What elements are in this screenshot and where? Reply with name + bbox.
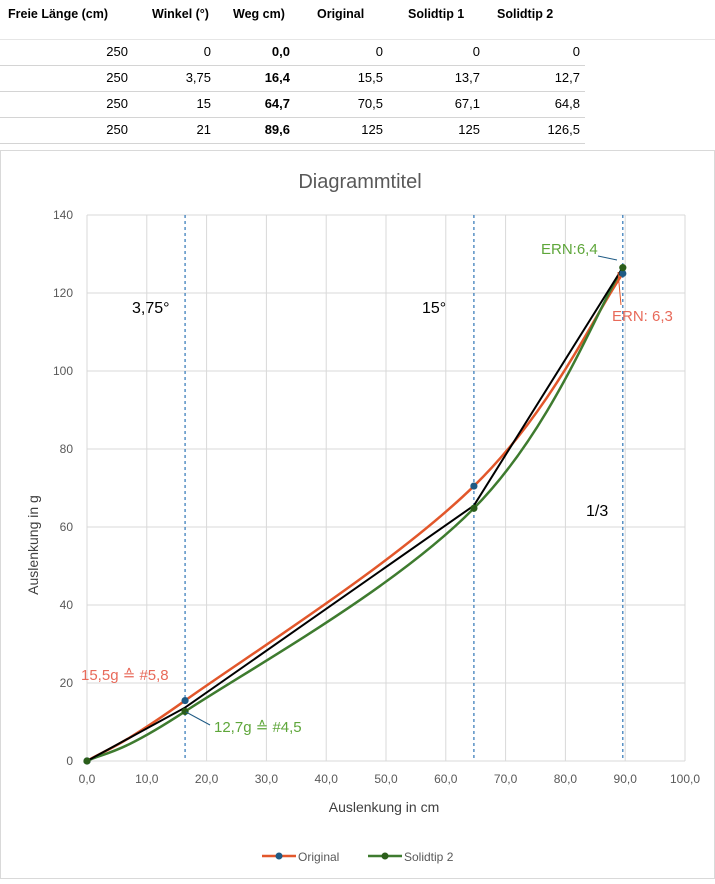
table-cell: 250 <box>106 44 128 59</box>
x-tick-label: 20,0 <box>195 772 219 786</box>
table-cell: 250 <box>106 96 128 111</box>
markers <box>83 264 627 765</box>
series-line-connector <box>86 267 624 762</box>
data-point <box>470 504 478 512</box>
annotation-solidtip-last: ERN:6,4 <box>541 241 598 258</box>
table-cell: 13,7 <box>454 70 480 85</box>
legend-marker-original <box>275 852 283 860</box>
table-cell: 64,7 <box>264 96 290 111</box>
table-cell: 0 <box>472 44 480 59</box>
y-tick-label: 0 <box>66 754 73 768</box>
annotations: 3,75° 15° 1/3 15,5g ≙ #5,8 12,7g ≙ #4,5 … <box>81 241 673 736</box>
y-tick-label: 80 <box>60 442 74 456</box>
x-tick-label: 30,0 <box>255 772 279 786</box>
x-tick-label: 70,0 <box>494 772 518 786</box>
x-tick-label: 90,0 <box>614 772 638 786</box>
row-divider <box>0 39 715 40</box>
x-axis-label: Auslenkung in cm <box>329 799 440 815</box>
header-original: Original <box>317 7 365 21</box>
data-point <box>619 264 627 272</box>
table-cell: 15 <box>196 96 211 111</box>
table-cell: 125 <box>458 122 480 137</box>
table-cell: 21 <box>196 122 211 137</box>
data-point <box>181 696 189 705</box>
y-tick-label: 60 <box>60 520 74 534</box>
table-cell: 67,1 <box>454 96 480 111</box>
row-divider <box>0 65 585 66</box>
table-cell: 0,0 <box>271 44 290 59</box>
legend-marker-solidtip-2 <box>381 852 389 860</box>
legend-label-solidtip-2: Solidtip 2 <box>404 850 454 864</box>
y-tick-label: 100 <box>53 364 73 378</box>
row-divider <box>0 91 585 92</box>
table-cell: 0 <box>203 44 211 59</box>
table-cell: 125 <box>361 122 383 137</box>
y-tick-label: 40 <box>60 598 74 612</box>
annotation-leader-orig-last <box>617 271 622 306</box>
chart-frame <box>0 150 715 879</box>
data-point <box>470 482 478 490</box>
grid <box>86 214 686 762</box>
chart-area: Diagrammtitel 0,0 10,0 20,0 30,0 40,0 50,0 60,… <box>0 150 715 879</box>
annotation-leader-solid-last <box>597 255 618 261</box>
header-freie-laenge: Freie Länge (cm) <box>8 7 109 21</box>
axes: 0,0 10,0 20,0 30,0 40,0 50,0 60,0 70,0 80,0 90,0 1… <box>53 208 700 786</box>
y-tick-label: 140 <box>53 208 73 222</box>
header-solidtip-2: Solidtip 2 <box>497 7 554 21</box>
x-tick-label: 10,0 <box>135 772 159 786</box>
x-tick-label: 100,0 <box>670 772 700 786</box>
row-divider <box>0 143 585 144</box>
table-cell: 3,75 <box>185 70 211 85</box>
legend: Original Solidtip 2 <box>262 850 454 864</box>
table-cell: 12,7 <box>554 70 580 85</box>
table-cell: 126,5 <box>547 122 580 137</box>
header-weg: Weg cm) <box>233 7 285 21</box>
x-tick-label: 80,0 <box>554 772 578 786</box>
table-cell: 250 <box>106 70 128 85</box>
annotation-leader-solid-first <box>185 711 211 726</box>
annotation-angle-1: 3,75° <box>132 300 170 317</box>
table-cell: 0 <box>572 44 580 59</box>
series <box>86 266 624 763</box>
header-solidtip-1: Solidtip 1 <box>408 7 465 21</box>
y-tick-label: 20 <box>60 676 74 690</box>
chart: Diagrammtitel 0,0 10,0 20,0 30,0 40,0 50,0 60,… <box>0 150 715 879</box>
table-cell: 15,5 <box>357 70 383 85</box>
data-point <box>181 707 189 716</box>
table-cell: 16,4 <box>264 70 290 85</box>
legend-label-original: Original <box>298 850 339 864</box>
table-cell: 64,8 <box>554 96 580 111</box>
y-tick-label: 120 <box>53 286 73 300</box>
annotation-solidtip-first: 12,7g ≙ #4,5 <box>214 719 302 736</box>
x-tick-label: 50,0 <box>374 772 398 786</box>
data-point <box>619 269 627 278</box>
table-cell: 250 <box>106 122 128 137</box>
row-divider <box>0 117 585 118</box>
y-axis-label: Auslenkung in g <box>25 495 41 595</box>
table-cell: 89,6 <box>264 122 290 137</box>
chart-title: Diagrammtitel <box>298 171 421 193</box>
data-table: Freie Länge (cm) Winkel (°) Weg cm) Orig… <box>0 0 715 150</box>
table-cell: 70,5 <box>357 96 383 111</box>
series-line-solidtip-2 <box>86 266 624 763</box>
x-tick-label: 0,0 <box>79 772 96 786</box>
annotation-original-last: ERN: 6,3 <box>612 308 673 325</box>
x-tick-label: 40,0 <box>315 772 339 786</box>
annotation-original-first: 15,5g ≙ #5,8 <box>81 667 169 684</box>
x-tick-label: 60,0 <box>434 772 458 786</box>
annotation-fraction: 1/3 <box>586 503 608 520</box>
data-point <box>83 757 91 765</box>
header-winkel: Winkel (°) <box>152 7 209 21</box>
table-cell: 0 <box>375 44 383 59</box>
annotation-angle-2: 15° <box>422 300 446 317</box>
